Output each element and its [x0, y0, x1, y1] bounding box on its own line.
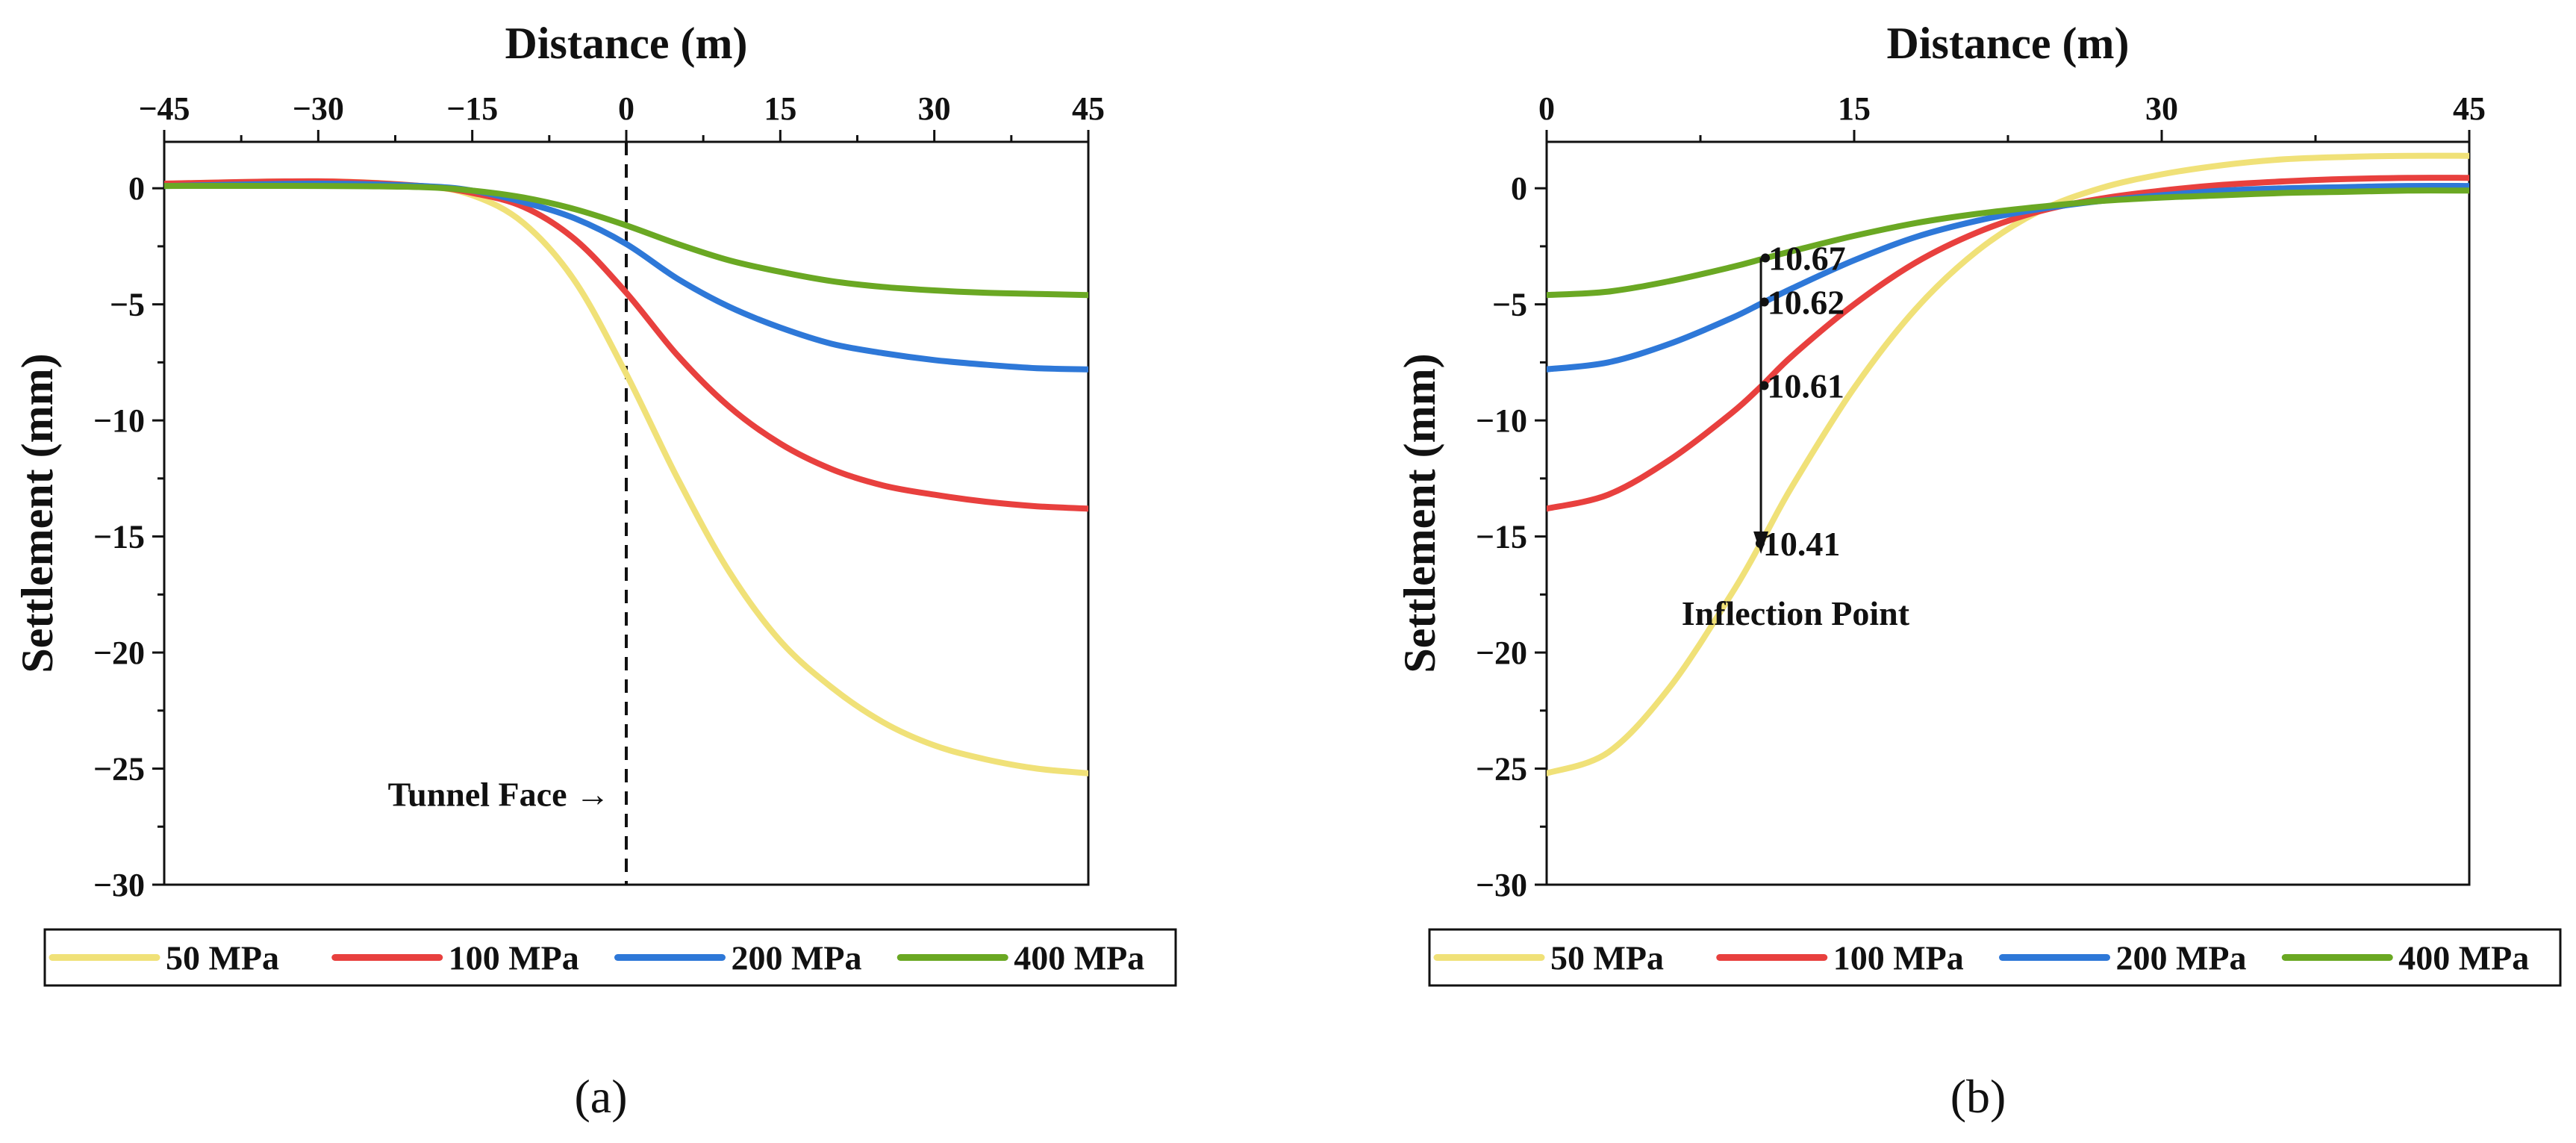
x-tick-label: 15: [764, 90, 796, 127]
y-tick-label: −5: [110, 287, 145, 323]
legend-label: 400 MPa: [1014, 939, 1144, 977]
x-tick-label: 15: [1838, 90, 1871, 127]
legend-label: 100 MPa: [449, 939, 579, 977]
inflection-point-label: 10.61: [1767, 367, 1844, 405]
inflection-point-label: 10.41: [1763, 525, 1841, 563]
x-tick-label: 45: [1072, 90, 1105, 127]
legend-label: 400 MPa: [2398, 939, 2529, 977]
series-group: [1547, 152, 2469, 776]
inflection-point-marker: [1755, 538, 1765, 548]
series-line-200-mpa: [1547, 182, 2469, 373]
y-tick-label: −15: [1476, 519, 1527, 555]
legend-box: [1428, 928, 2562, 987]
y-axis-title: Settlement (mm): [1395, 353, 1444, 673]
inflection-point-marker: [1761, 253, 1771, 263]
x-tick-label: −45: [138, 90, 190, 127]
inflection-point-label: 10.62: [1768, 284, 1845, 322]
series-line-50-mpa: [1547, 152, 2469, 776]
series-line-400-mpa: [1547, 187, 2469, 299]
legend-label: 200 MPa: [732, 939, 862, 977]
y-tick-label: −30: [1476, 867, 1527, 903]
x-tick-label: 0: [1538, 90, 1555, 127]
plot-frame: [1545, 140, 2471, 886]
panel-label: (b): [1950, 1070, 2006, 1123]
y-tick-label: 0: [1511, 170, 1527, 207]
legend-label: 100 MPa: [1833, 939, 1964, 977]
x-tick-label: 45: [2453, 90, 2486, 127]
x-tick-label: 30: [918, 90, 951, 127]
y-axis-title: Settlement (mm): [13, 353, 62, 673]
inflection-point-marker: [1759, 297, 1769, 307]
y-tick-label: −5: [1492, 287, 1527, 323]
y-tick-label: −30: [93, 867, 145, 903]
series-line-400-mpa: [164, 182, 1088, 299]
x-tick-label: −30: [293, 90, 344, 127]
y-tick-label: −10: [93, 402, 145, 439]
y-tick-label: −20: [93, 635, 145, 671]
inflection-point-label: 10.67: [1768, 239, 1846, 277]
inflection-point-marker: [1759, 381, 1769, 390]
y-tick-label: −20: [1476, 635, 1527, 671]
panel-label: (a): [574, 1070, 627, 1123]
chart-panel-b: 0 15 30 45 0 −5 −10 −15 −20 −25 −30 Distance (m) Set…: [1395, 19, 2562, 1123]
y-tick-label: −10: [1476, 402, 1527, 439]
tunnel-face-label: Tunnel Face →: [388, 776, 610, 814]
x-tick-label: 30: [2145, 90, 2178, 127]
legend-label: 200 MPa: [2116, 939, 2247, 977]
x-axis-title: Distance (m): [1887, 19, 2130, 68]
inflection-point-title: Inflection Point: [1682, 594, 1910, 632]
legend-label: 50 MPa: [1550, 939, 1664, 977]
y-tick-label: −15: [93, 519, 145, 555]
series-group: [164, 142, 1088, 885]
y-tick-label: −25: [93, 751, 145, 788]
y-tick-label: 0: [128, 170, 145, 207]
chart-panel-a: −45 −30 −15 0 15 30 45 0 −5 −10 −15 −20 −25 −30 Distan…: [13, 19, 1177, 1123]
x-tick-label: 0: [618, 90, 634, 127]
series-line-100-mpa: [1547, 175, 2469, 512]
y-tick-label: −25: [1476, 751, 1527, 788]
x-axis-title: Distance (m): [505, 19, 748, 68]
x-tick-label: −15: [446, 90, 498, 127]
legend-label: 50 MPa: [166, 939, 279, 977]
